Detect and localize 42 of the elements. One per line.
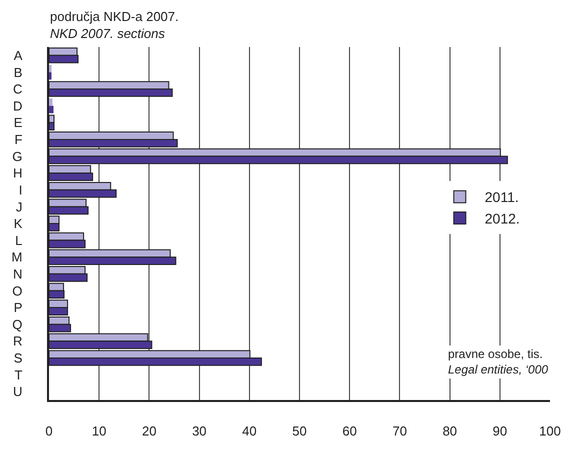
- y-tick-label: E: [14, 115, 23, 130]
- x-tick-label: 100: [539, 424, 561, 439]
- y-tick-label: R: [13, 334, 22, 349]
- y-tick-label: C: [13, 82, 22, 97]
- bar: [49, 106, 54, 114]
- y-tick-label: A: [14, 48, 23, 63]
- x-tick-label: 10: [92, 424, 106, 439]
- y-tick-label: L: [15, 232, 22, 248]
- y-tick-label: H: [13, 166, 22, 181]
- x-tick-label: 70: [392, 424, 407, 439]
- y-tick-label: S: [14, 350, 23, 366]
- y-tick-label: N: [13, 266, 22, 282]
- y-tick-label: P: [14, 300, 22, 316]
- annotation: Legal entities, ‘000: [448, 362, 548, 377]
- x-tick-label: 20: [142, 424, 156, 439]
- bar: [49, 64, 52, 72]
- y-tick-label: B: [14, 64, 22, 80]
- legend-label: 2011.: [484, 189, 519, 206]
- y-tick-label: I: [18, 182, 22, 198]
- x-tick-label: 60: [342, 424, 357, 439]
- x-tick-label: 0: [45, 424, 53, 439]
- y-tick-label: U: [13, 384, 22, 400]
- y-tick-label: T: [14, 367, 22, 382]
- y-tick-label: D: [13, 98, 22, 114]
- annotation: pravne osobe, tis.: [448, 347, 543, 361]
- y-tick-label: M: [12, 250, 22, 265]
- x-tick-label: 30: [192, 424, 207, 439]
- x-tick-label: 90: [492, 424, 508, 439]
- x-tick-label: 80: [442, 424, 458, 439]
- y-tick-label: O: [12, 283, 22, 298]
- y-tick-label: G: [12, 148, 22, 164]
- x-tick-label: 40: [242, 424, 257, 439]
- bar: [49, 98, 53, 106]
- y-tick-label: F: [14, 132, 22, 147]
- legend-label: 2012.: [484, 210, 520, 226]
- y-tick-label: K: [14, 216, 23, 232]
- y-tick-label: Q: [12, 316, 22, 332]
- bar: [49, 72, 52, 80]
- chart-title: područja NKD-a 2007.: [50, 9, 179, 24]
- x-tick-label: 50: [292, 424, 307, 439]
- chart-subtitle: NKD 2007. sections: [50, 26, 166, 41]
- y-tick-label: J: [16, 199, 22, 214]
